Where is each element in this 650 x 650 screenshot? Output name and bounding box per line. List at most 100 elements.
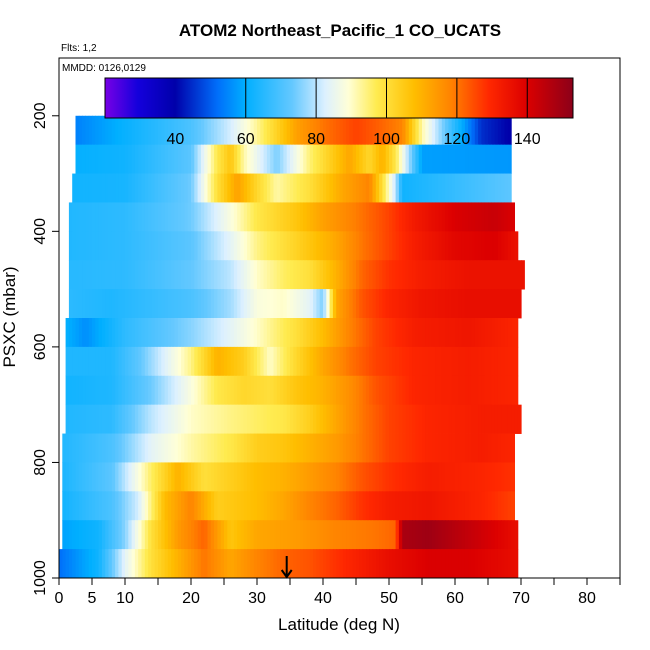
heatmap-cell xyxy=(210,260,215,290)
heatmap-cell xyxy=(405,173,410,203)
heatmap-cell xyxy=(276,462,281,492)
heatmap-cell xyxy=(507,115,512,146)
heatmap-cell xyxy=(111,549,116,579)
heatmap-cell xyxy=(290,491,294,521)
heatmap-cell xyxy=(237,115,242,146)
heatmap-cell xyxy=(484,289,489,319)
heatmap-cell xyxy=(461,202,466,232)
heatmap-cell xyxy=(250,115,255,146)
heatmap-cell xyxy=(293,202,298,232)
heatmap-cell xyxy=(141,173,146,203)
heatmap-cell xyxy=(194,202,199,232)
heatmap-cell xyxy=(125,433,129,463)
heatmap-cell xyxy=(385,346,390,377)
heatmap-cell xyxy=(382,289,387,319)
heatmap-cell xyxy=(326,375,331,406)
heatmap-cell xyxy=(164,491,169,521)
heatmap-cell xyxy=(214,173,218,203)
heatmap-cell xyxy=(372,346,377,377)
heatmap-cell xyxy=(65,462,70,492)
heatmap-cell xyxy=(290,202,294,232)
heatmap-cell xyxy=(134,173,139,203)
heatmap-cell xyxy=(431,549,436,579)
heatmap-cell xyxy=(273,549,278,579)
heatmap-cell xyxy=(313,115,317,146)
heatmap-cell xyxy=(286,115,291,146)
heatmap-cell xyxy=(230,231,235,261)
heatmap-cell xyxy=(491,520,496,550)
heatmap-cell xyxy=(478,260,482,290)
heatmap-cell xyxy=(422,173,426,203)
heatmap-cell xyxy=(468,404,473,434)
heatmap-cell xyxy=(303,491,308,521)
heatmap-cell xyxy=(247,115,251,146)
heatmap-cell xyxy=(415,433,420,463)
heatmap-cell xyxy=(217,375,222,406)
heatmap-cell xyxy=(138,318,143,348)
heatmap-cell xyxy=(181,375,185,406)
heatmap-cell xyxy=(464,433,469,463)
heatmap-cell xyxy=(243,144,248,174)
heatmap-cell xyxy=(309,231,314,261)
heatmap-cell xyxy=(184,346,189,377)
heatmap-cell xyxy=(217,404,222,434)
heatmap-cell xyxy=(68,433,73,463)
heatmap-cell xyxy=(372,549,377,579)
heatmap-cell xyxy=(497,346,502,377)
heatmap-cell xyxy=(263,404,268,434)
heatmap-cell xyxy=(402,520,407,550)
heatmap-cell xyxy=(478,404,482,434)
heatmap-cell xyxy=(128,520,133,550)
heatmap-cell xyxy=(92,375,96,406)
heatmap-cell xyxy=(349,115,354,146)
heatmap-cell xyxy=(280,260,284,290)
heatmap-cell xyxy=(313,173,317,203)
heatmap-cell xyxy=(369,346,374,377)
heatmap-cell xyxy=(332,404,337,434)
heatmap-cell xyxy=(339,375,344,406)
heatmap-cell xyxy=(293,549,298,579)
heatmap-cell xyxy=(362,433,367,463)
heatmap-cell xyxy=(293,375,298,406)
heatmap-cell xyxy=(85,144,90,174)
heatmap-cell xyxy=(283,433,288,463)
heatmap-cell xyxy=(191,404,195,434)
heatmap-cell xyxy=(431,404,436,434)
heatmap-cell xyxy=(276,202,281,232)
heatmap-cell xyxy=(458,260,463,290)
heatmap-cell xyxy=(224,318,228,348)
heatmap-cell xyxy=(369,433,374,463)
heatmap-cell xyxy=(365,549,370,579)
heatmap-cell xyxy=(438,144,443,174)
heatmap-cell xyxy=(461,289,466,319)
heatmap-cell xyxy=(349,173,354,203)
heatmap-cell xyxy=(514,260,519,290)
heatmap-cell xyxy=(339,491,344,521)
heatmap-cell xyxy=(438,549,443,579)
heatmap-cell xyxy=(382,491,387,521)
heatmap-cell xyxy=(484,549,489,579)
heatmap-cell xyxy=(227,491,232,521)
heatmap-cell xyxy=(224,231,228,261)
x-tick-label: 30 xyxy=(248,590,266,607)
heatmap-cell xyxy=(382,462,387,492)
heatmap-cell xyxy=(303,375,308,406)
heatmap-cell xyxy=(62,520,67,550)
heatmap-cell xyxy=(273,289,278,319)
x-tick-label: 70 xyxy=(512,590,530,607)
heatmap-cell xyxy=(184,231,189,261)
heatmap-cell xyxy=(501,144,506,174)
heatmap-cell xyxy=(88,318,93,348)
heatmap-cell xyxy=(263,520,268,550)
heatmap-cell xyxy=(105,346,110,377)
heatmap-cell xyxy=(511,231,515,261)
heatmap-cell xyxy=(174,462,179,492)
heatmap-cell xyxy=(220,318,225,348)
heatmap-cell xyxy=(200,433,205,463)
heatmap-cell xyxy=(451,289,456,319)
heatmap-cell xyxy=(253,433,258,463)
heatmap-cell xyxy=(389,433,393,463)
heatmap-cell xyxy=(425,491,430,521)
heatmap-cell xyxy=(484,462,489,492)
heatmap-cell xyxy=(128,231,133,261)
